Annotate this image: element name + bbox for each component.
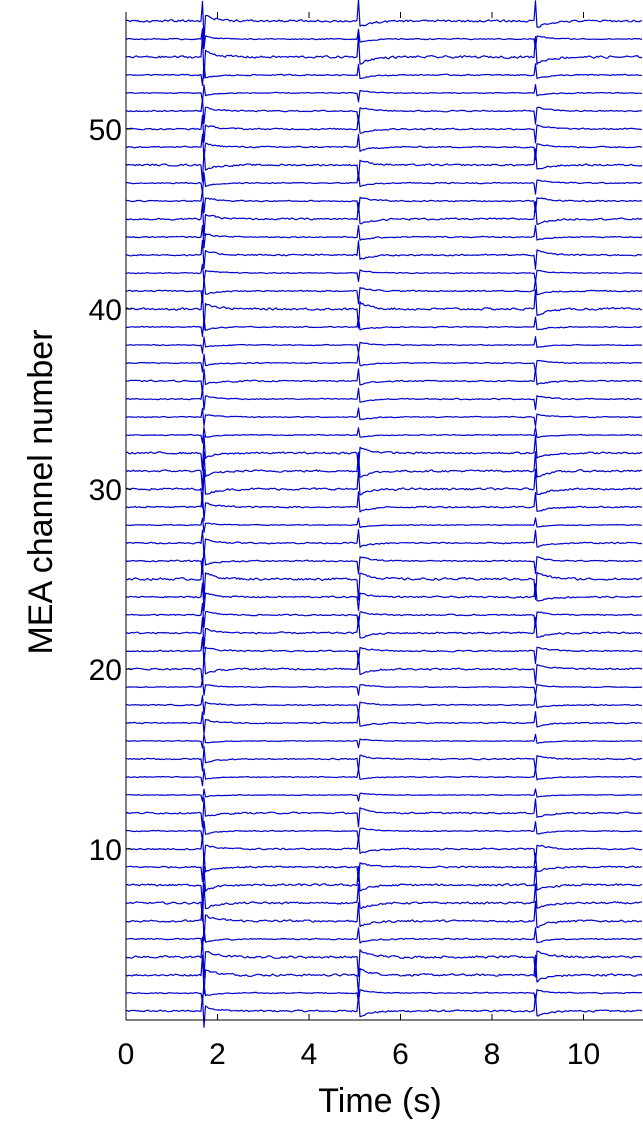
y-tick-group: 10 20 30 40 50 xyxy=(89,114,132,867)
channel-trace-18 xyxy=(125,694,643,716)
channel-trace-47 xyxy=(125,171,643,195)
channel-trace-29 xyxy=(125,491,643,522)
channel-trace-42 xyxy=(125,263,643,283)
x-tick-label: 0 xyxy=(118,1038,135,1071)
channel-trace-48 xyxy=(125,148,643,183)
channel-trace-27 xyxy=(125,529,643,556)
channel-trace-1 xyxy=(125,994,643,1028)
channel-trace-12 xyxy=(125,797,643,828)
channel-trace-31 xyxy=(125,451,643,492)
channel-trace-44 xyxy=(125,224,643,249)
channel-trace-19 xyxy=(125,677,643,697)
channel-trace-3 xyxy=(125,954,643,995)
channel-trace-7 xyxy=(125,883,643,922)
channel-trace-14 xyxy=(125,768,643,787)
channel-trace-37 xyxy=(125,353,643,373)
channel-trace-28 xyxy=(125,517,643,533)
channel-trace-40 xyxy=(125,289,643,331)
channel-trace-56 xyxy=(125,0,643,42)
channel-trace-11 xyxy=(126,820,643,842)
x-tick-group: 0 2 4 6 8 10 xyxy=(118,12,600,1071)
channel-trace-46 xyxy=(126,189,643,213)
channel-trace-43 xyxy=(125,239,643,270)
channel-trace-24 xyxy=(125,582,642,612)
channel-trace-35 xyxy=(125,387,643,411)
x-tick-label: 2 xyxy=(209,1038,226,1071)
trace-group xyxy=(125,0,643,1028)
channel-trace-41 xyxy=(125,277,643,305)
channel-trace-54 xyxy=(125,34,643,79)
x-tick-label: 4 xyxy=(301,1038,318,1071)
channel-trace-36 xyxy=(125,367,643,395)
y-tick-label: 40 xyxy=(89,294,122,327)
channel-trace-51 xyxy=(125,98,643,125)
y-tick-label: 50 xyxy=(89,114,122,147)
y-tick-label: 10 xyxy=(89,834,122,867)
channel-trace-9 xyxy=(125,852,643,883)
channel-trace-2 xyxy=(125,982,643,1003)
channel-trace-21 xyxy=(125,636,643,665)
channel-trace-53 xyxy=(125,63,643,86)
channel-trace-17 xyxy=(125,711,643,735)
channel-trace-20 xyxy=(125,652,643,686)
channel-trace-34 xyxy=(125,407,643,427)
x-tick-label: 8 xyxy=(484,1038,501,1071)
channel-trace-25 xyxy=(125,558,643,601)
y-tick-label: 20 xyxy=(89,654,122,687)
channel-trace-10 xyxy=(125,834,643,865)
y-tick-label: 30 xyxy=(89,474,122,507)
channel-trace-50 xyxy=(125,114,642,144)
channel-trace-22 xyxy=(125,616,643,649)
x-axis-label: Time (s) xyxy=(318,1082,441,1120)
y-axis-label: MEA channel number xyxy=(22,329,60,654)
x-tick-label: 6 xyxy=(392,1038,409,1071)
channel-trace-26 xyxy=(125,547,643,575)
channel-trace-32 xyxy=(125,434,642,471)
channel-trace-13 xyxy=(125,788,643,802)
channel-trace-6 xyxy=(125,900,643,942)
channel-trace-33 xyxy=(125,426,643,444)
channel-trace-16 xyxy=(125,733,643,749)
channel-trace-4 xyxy=(125,936,643,979)
channel-trace-39 xyxy=(125,316,643,337)
channel-trace-49 xyxy=(125,133,643,161)
channel-trace-52 xyxy=(125,84,642,103)
x-tick-label: 10 xyxy=(567,1038,600,1071)
channel-trace-30 xyxy=(125,468,643,509)
channel-trace-38 xyxy=(126,336,643,354)
channel-trace-23 xyxy=(125,602,643,628)
channel-trace-45 xyxy=(125,201,643,237)
channel-trace-5 xyxy=(125,927,643,951)
channel-trace-15 xyxy=(125,745,643,773)
channel-trace-8 xyxy=(125,865,643,906)
channel-trace-55 xyxy=(125,28,643,50)
